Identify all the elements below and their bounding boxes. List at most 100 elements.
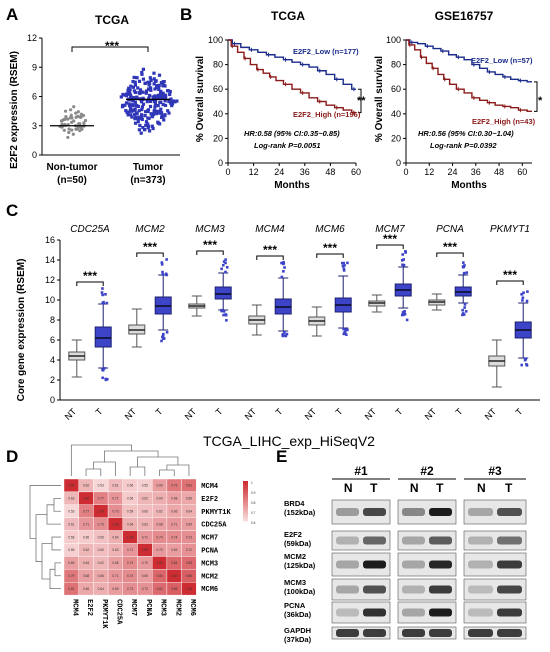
blot-band-n <box>402 608 425 617</box>
blot-strip <box>397 552 457 577</box>
blot-band-t <box>497 560 522 569</box>
a-dot-nontumor <box>66 117 70 121</box>
a-dot-tumor <box>149 88 153 92</box>
a-dot-nontumor <box>68 116 72 120</box>
c-sig-bracket <box>196 250 224 255</box>
heatmap-value: 0.69 <box>156 484 162 488</box>
a-dot-tumor <box>139 90 143 94</box>
heatmap-legend-swatch <box>243 491 248 494</box>
km-xtick-label: 36 <box>300 167 310 177</box>
heatmap-col-label: MCM4 <box>70 599 78 616</box>
c-outlier <box>520 363 524 367</box>
c-outlier <box>342 261 345 265</box>
c-outlier <box>100 291 104 294</box>
panel-a-ylabel: E2F2 expression (RSEM) <box>9 51 20 169</box>
a-dot-tumor <box>131 85 135 89</box>
panel-label-c: C <box>6 201 18 220</box>
a-dot-tumor <box>130 115 134 119</box>
c-sig-label: *** <box>503 268 517 282</box>
c-outlier <box>463 303 467 306</box>
heatmap-legend-swatch <box>243 509 248 512</box>
a-dot-tumor <box>140 117 144 121</box>
heatmap-value: 0.70 <box>156 548 162 552</box>
group-n-nontumor: (n=50) <box>57 175 87 186</box>
gene-label: CDC25A <box>70 224 110 235</box>
heatmap-value: 0.74 <box>171 535 177 539</box>
km-xtick-label: 12 <box>249 167 259 177</box>
heatmap-row-label: PCNA <box>201 547 219 555</box>
heatmap-value: 0.56 <box>127 484 133 488</box>
a-dot-tumor <box>137 79 142 83</box>
blot-band-t <box>497 508 522 516</box>
heatmap-col-label: MCM6 <box>188 599 196 616</box>
a-dot-tumor <box>159 81 164 85</box>
c-outlier <box>345 333 348 336</box>
a-dot-tumor <box>161 95 166 100</box>
group-label-tumor: Tumor <box>133 162 163 173</box>
a-dot-tumor <box>146 116 150 120</box>
c-outlier <box>523 358 527 362</box>
gene-label: PKMYT1 <box>490 224 530 235</box>
a-dot-tumor <box>146 109 150 113</box>
c-ytick-label: 0 <box>50 395 55 405</box>
c-outlier <box>342 327 345 331</box>
km-ytick-label: 60 <box>391 84 401 94</box>
a-dot-nontumor <box>62 128 66 132</box>
a-dot-tumor <box>132 108 136 112</box>
heatmap-legend-label: 1 <box>251 481 253 485</box>
a-dot-nontumor <box>75 127 79 131</box>
c-outlier <box>162 332 165 336</box>
a-dot-tumor <box>138 123 142 128</box>
blot-band-n <box>336 585 359 594</box>
a-dot-tumor <box>170 102 175 106</box>
a-dot-tumor <box>160 115 164 119</box>
heatmap-value: 0.84 <box>156 574 162 578</box>
c-outlier <box>162 337 165 341</box>
c-outlier <box>225 319 228 322</box>
a-dot-tumor <box>155 109 159 113</box>
heatmap-value: 0.56 <box>127 497 133 501</box>
c-outlier <box>283 266 286 269</box>
a-dot-tumor <box>159 100 163 104</box>
heatmap-value: 0.71 <box>127 548 133 552</box>
km-xtick-label: 60 <box>351 167 361 177</box>
a-dot-tumor <box>153 94 157 98</box>
blot-band-n <box>468 536 493 545</box>
a-dot-tumor <box>157 84 161 88</box>
a-dot-tumor <box>127 102 131 106</box>
c-outlier <box>282 269 285 273</box>
a-dot-tumor <box>170 104 174 108</box>
blot-strip <box>463 530 527 551</box>
heatmap-legend-label: 0.9 <box>251 491 256 495</box>
c-outlier <box>161 334 165 338</box>
c-outlier <box>400 259 404 262</box>
heatmap-legend-swatch <box>243 511 248 514</box>
heatmap-value: 1.00 <box>68 484 74 488</box>
a-dot-tumor <box>167 111 171 115</box>
a-dot-tumor <box>141 102 146 106</box>
km-low-label-tcga: E2F2_Low (n=177) <box>293 47 359 56</box>
heatmap-value: 0.77 <box>98 497 104 501</box>
c-outlier <box>222 313 225 317</box>
heatmap-row-dendrogram <box>53 497 61 512</box>
heatmap-value: 0.64 <box>127 522 133 526</box>
a-dot-tumor <box>119 95 123 99</box>
a-ytick-label: 9 <box>32 62 37 72</box>
a-dot-tumor <box>133 121 138 125</box>
blot-band-n <box>402 585 425 594</box>
blot-protein-name: E2F2 <box>284 530 302 539</box>
a-dot-tumor <box>140 70 144 75</box>
heatmap-value: 0.77 <box>83 509 89 513</box>
blot-band-t <box>429 585 452 594</box>
heatmap-value: 0.68 <box>171 497 177 501</box>
a-dot-tumor <box>150 124 154 128</box>
c-outlier <box>340 261 344 265</box>
heatmap-value: 0.64 <box>186 509 192 513</box>
a-dot-tumor <box>136 86 140 90</box>
a-dot-nontumor <box>80 127 84 131</box>
km-title-tcga: TCGA <box>271 9 305 23</box>
c-outlier <box>283 331 286 334</box>
heatmap-value: 0.64 <box>83 561 89 565</box>
heatmap-value: 1.00 <box>112 522 118 526</box>
heatmap-row-label: MCM4 <box>201 483 218 491</box>
